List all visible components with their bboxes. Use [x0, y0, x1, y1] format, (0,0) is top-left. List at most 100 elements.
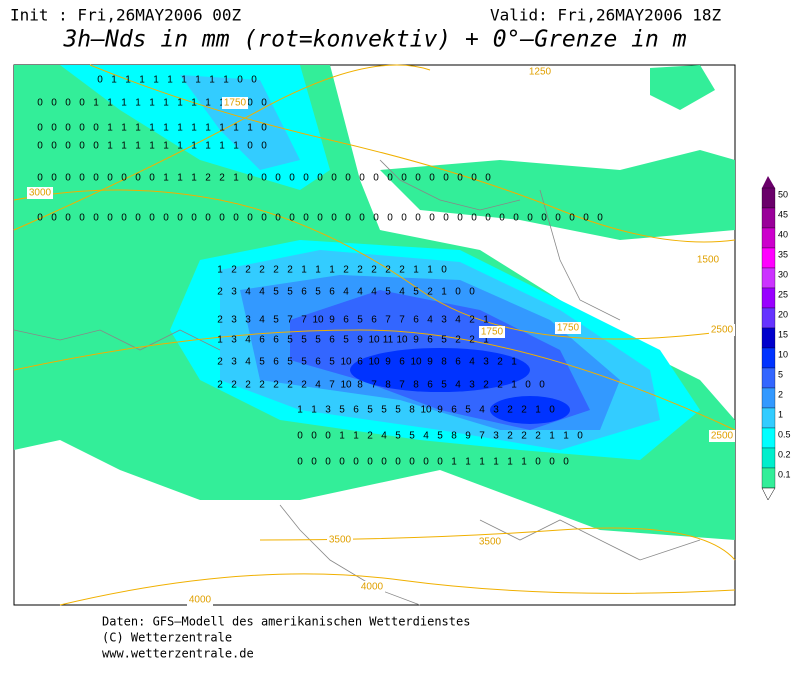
precip-value: 2 [287, 265, 293, 276]
precip-value: 6 [413, 315, 419, 326]
precip-value: 1 [217, 265, 223, 276]
precip-value: 0 [79, 98, 85, 109]
precip-value: 0 [65, 98, 71, 109]
precip-value: 2 [385, 265, 391, 276]
precip-value: 1 [191, 123, 197, 134]
precip-value: 5 [441, 335, 447, 346]
precip-value: 2 [231, 380, 237, 391]
precip-value: 5 [357, 315, 363, 326]
legend-label: 0.2 [778, 449, 791, 459]
contour-label: 2500 [711, 431, 734, 442]
precip-value: 0 [331, 173, 337, 184]
precip-value: 5 [381, 405, 387, 416]
precip-value: 0 [443, 213, 449, 224]
precip-value: 1 [521, 457, 527, 468]
precip-value: 2 [521, 431, 527, 442]
precip-value: 1 [217, 335, 223, 346]
precip-value: 0 [247, 173, 253, 184]
precip-value: 5 [273, 315, 279, 326]
legend-label: 50 [778, 189, 788, 199]
precip-value: 1 [511, 357, 517, 368]
contour-label-bg [555, 322, 581, 334]
precip-value: 0 [79, 173, 85, 184]
precip-value: 2 [497, 357, 503, 368]
precip-value: 0 [297, 431, 303, 442]
precip-value: 0 [121, 213, 127, 224]
precip-value: 0 [79, 141, 85, 152]
precip-value: 0 [65, 213, 71, 224]
precip-value: 0 [443, 173, 449, 184]
precip-value: 2 [245, 380, 251, 391]
precip-value: 0 [539, 380, 545, 391]
precip-value: 0 [191, 213, 197, 224]
precip-value: 10 [396, 335, 408, 346]
precip-value: 0 [499, 213, 505, 224]
precip-value: 0 [373, 213, 379, 224]
precip-value: 0 [469, 287, 475, 298]
precip-value: 2 [259, 265, 265, 276]
precip-value: 0 [485, 213, 491, 224]
precip-value: 6 [399, 357, 405, 368]
precip-value: 0 [527, 213, 533, 224]
precip-value: 4 [479, 405, 485, 416]
precip-value: 2 [217, 315, 223, 326]
precip-value: 1 [163, 173, 169, 184]
legend-label: 40 [778, 229, 788, 239]
init: Init : Fri,26MAY2006 00Z [10, 6, 242, 25]
precip-value: 0 [251, 75, 257, 86]
precip-10 [490, 396, 570, 424]
precip-value: 0 [471, 173, 477, 184]
contour-label: 3000 [29, 188, 52, 199]
precip-value: 4 [245, 287, 251, 298]
precip-value: 0 [457, 173, 463, 184]
precip-value: 8 [357, 380, 363, 391]
precip-value: 5 [343, 335, 349, 346]
precip-value: 2 [469, 315, 475, 326]
precip-value: 5 [315, 287, 321, 298]
precip-value: 0 [37, 98, 43, 109]
precip-value: 0 [345, 213, 351, 224]
precip-value: 2 [217, 357, 223, 368]
precip-value: 2 [273, 265, 279, 276]
precip-value: 0 [51, 173, 57, 184]
precip-value: 0 [555, 213, 561, 224]
precip-value: 2 [259, 380, 265, 391]
precip-value: 0 [367, 457, 373, 468]
precip-value: 0 [429, 213, 435, 224]
precip-value: 0 [401, 213, 407, 224]
precip-value: 5 [367, 405, 373, 416]
precip-value: 1 [311, 405, 317, 416]
precip-value: 0 [387, 213, 393, 224]
precip-value: 0 [395, 457, 401, 468]
precip-value: 4 [259, 315, 265, 326]
legend-swatch [761, 207, 776, 229]
precip-value: 1 [219, 123, 225, 134]
precip-1 [180, 75, 300, 170]
precip-value: 4 [315, 380, 321, 391]
precip-value: 10 [368, 357, 380, 368]
precip-value: 2 [205, 173, 211, 184]
precip-value: 5 [329, 357, 335, 368]
precip-value: 1 [427, 265, 433, 276]
precip-value: 0 [597, 213, 603, 224]
precip-value: 8 [413, 380, 419, 391]
precip-value: 0 [373, 173, 379, 184]
precip-value: 1 [167, 75, 173, 86]
contour-label: 3500 [479, 537, 502, 548]
precip-value: 6 [427, 380, 433, 391]
precip-value: 0 [93, 123, 99, 134]
precip-value: 2 [301, 380, 307, 391]
footer: (C) Wetterzentrale [102, 631, 232, 645]
precip-value: 0 [51, 213, 57, 224]
precip-value: 2 [497, 380, 503, 391]
contour-label: 1750 [224, 98, 247, 109]
precip-value: 3 [231, 357, 237, 368]
precip-value: 0 [233, 213, 239, 224]
legend-bottom [761, 487, 776, 501]
precip-value: 0 [79, 213, 85, 224]
precip-value: 1 [177, 173, 183, 184]
legend-label: 10 [778, 349, 788, 359]
legend-swatch [761, 367, 776, 389]
precip-value: 4 [399, 287, 405, 298]
precip-value: 1 [139, 75, 145, 86]
